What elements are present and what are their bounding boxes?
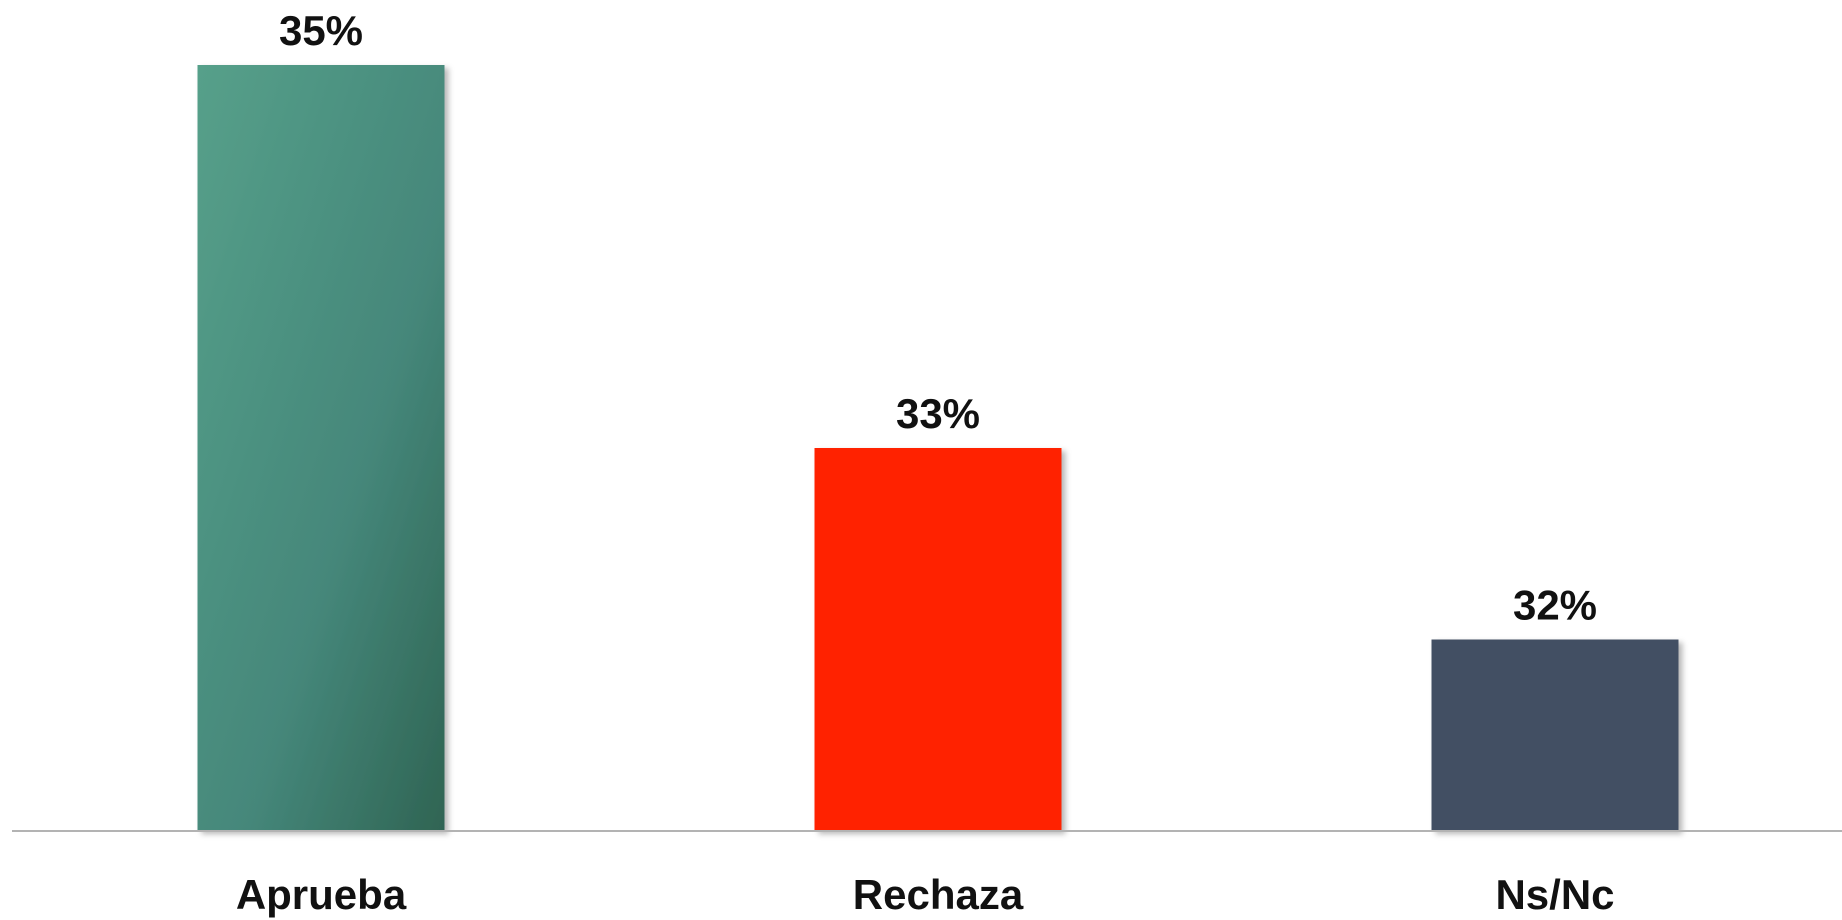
category-label-rechaza: Rechaza [853,871,1024,918]
bar-aprueba [197,65,445,831]
category-label-ns-nc: Ns/Nc [1495,871,1614,918]
bars-group [197,65,1679,831]
bar-ns-nc [1431,639,1679,831]
category-label-aprueba: Aprueba [236,871,407,918]
data-label-ns-nc: 32% [1513,582,1597,629]
labels-group: 35% Aprueba 33% Rechaza 32% Ns/Nc [236,7,1615,918]
data-label-rechaza: 33% [896,390,980,437]
data-label-aprueba: 35% [279,7,363,54]
bar-rechaza [814,448,1062,831]
